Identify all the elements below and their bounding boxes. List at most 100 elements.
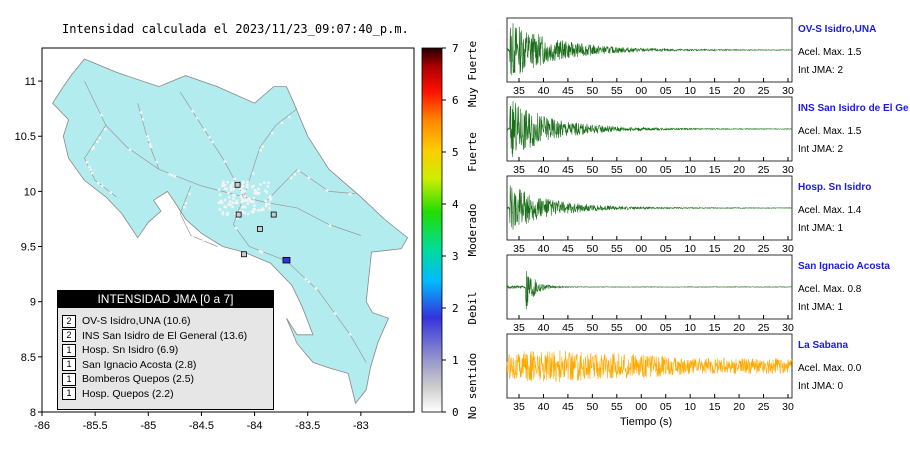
map-x-tick-label: -83.5 — [295, 420, 320, 432]
acceleration-waveform — [506, 270, 793, 310]
legend-level-box: 1 — [62, 343, 76, 357]
trace-tick-label: 40 — [538, 164, 550, 176]
trace-tick-label: 10 — [684, 85, 696, 97]
trace-jma-intensity: Int JMA: 2 — [798, 144, 844, 155]
map-y-tick-label: 9 — [30, 297, 36, 309]
colorbar-tick-label: 5 — [452, 146, 459, 159]
trace-tick-label: 20 — [733, 243, 745, 255]
trace-tick-label: 15 — [709, 401, 721, 413]
trace-tick-label: 35 — [513, 85, 525, 97]
acceleration-waveform — [506, 101, 793, 158]
station-dots — [85, 109, 352, 336]
trace-tick-label: 50 — [587, 85, 599, 97]
trace-tick-label: 55 — [611, 85, 623, 97]
trace-tick-label: 05 — [660, 401, 672, 413]
trace-panel: 35 40 45 50 55 00 05 10 15 20 25 30 — [506, 175, 794, 255]
station-marker — [256, 225, 263, 232]
trace-tick-label: 55 — [611, 164, 623, 176]
trace-acel-max: Acel. Max. 1.5 — [798, 47, 862, 58]
trace-tick-label: 35 — [513, 243, 525, 255]
trace-tick-label: 45 — [562, 85, 574, 97]
legend-level-box: 1 — [62, 372, 76, 386]
colorbar-labels: No sentido Debil Moderado Fuerte Muy Fuerte — [466, 41, 479, 419]
colorbar-tick-label: 2 — [452, 302, 459, 315]
map-y-tick-label: 10.5 — [15, 131, 36, 143]
trace-tick-label: 10 — [684, 243, 696, 255]
trace-tick-label: 05 — [660, 164, 672, 176]
legend-station-label: Hosp. Sn Isidro (6.9) — [82, 344, 179, 356]
colorbar-tick-label: 4 — [452, 198, 459, 211]
trace-tick-label: 15 — [709, 243, 721, 255]
trace-tick-label: 20 — [733, 85, 745, 97]
trace-tick-label: 50 — [587, 243, 599, 255]
colorbar-category-label: Debil — [466, 291, 479, 324]
colorbar-category-label: Moderado — [466, 204, 479, 257]
trace-tick-label: 10 — [684, 401, 696, 413]
map-x-tick-label: -86 — [34, 420, 50, 432]
trace-station-name: INS San Isidro de El Ge — [798, 103, 909, 114]
trace-tick-label: 00 — [635, 164, 647, 176]
intensity-legend: INTENSIDAD JMA [0 a 7] 2 OV-S Isidro,UNA … — [57, 290, 274, 410]
trace-tick-label: 00 — [635, 243, 647, 255]
trace-tick-label: 40 — [538, 401, 550, 413]
trace-tick-label: 40 — [538, 322, 550, 334]
trace-tick-label: 45 — [562, 401, 574, 413]
legend-row: 2 OV-S Isidro,UNA (10.6) — [58, 314, 273, 329]
trace-tick-label: 05 — [660, 322, 672, 334]
trace-tick-label: 15 — [709, 85, 721, 97]
trace-tick-label: 35 — [513, 322, 525, 334]
trace-tick-label: 20 — [733, 401, 745, 413]
trace-tick-label: 05 — [660, 85, 672, 97]
trace-tick-label: 15 — [709, 322, 721, 334]
colorbar-ticks: 0 1 2 3 4 5 6 7 — [442, 42, 459, 419]
legend-level-box: 2 — [62, 314, 76, 328]
trace-tick-label: 20 — [733, 322, 745, 334]
legend-title: INTENSIDAD JMA [0 a 7] — [58, 291, 273, 308]
trace-tick-label: 00 — [635, 322, 647, 334]
map-x-tick-label: -85.5 — [83, 420, 108, 432]
trace-tick-label: 30 — [782, 164, 794, 176]
map-y-ticks: 11 10.5 10 9.5 9 8.5 8 — [15, 76, 42, 419]
legend-level-box: 1 — [62, 358, 76, 372]
trace-tick-label: 30 — [782, 322, 794, 334]
trace-station-name: La Sabana — [798, 340, 849, 351]
trace-tick-label: 40 — [538, 243, 550, 255]
trace-tick-label: 45 — [562, 243, 574, 255]
colorbar-category-label: Muy Fuerte — [466, 41, 479, 107]
station-markers — [234, 181, 291, 264]
map-y-tick-label: 8 — [30, 407, 36, 419]
trace-station-name: Hosp. Sn Isidro — [798, 182, 872, 193]
trace-tick-label: 05 — [660, 243, 672, 255]
trace-jma-intensity: Int JMA: 2 — [798, 65, 844, 76]
trace-tick-label: 35 — [513, 164, 525, 176]
map-title: Intensidad calculada el 2023/11/23_09:07… — [62, 22, 409, 36]
trace-jma-intensity: Int JMA: 1 — [798, 302, 844, 313]
trace-tick-label: 00 — [635, 85, 647, 97]
acceleration-waveform — [506, 185, 793, 230]
map-x-tick-label: -84.5 — [189, 420, 214, 432]
trace-panel: 35 40 45 50 55 00 05 10 15 20 25 30 — [506, 254, 794, 334]
trace-tick-label: 25 — [758, 164, 770, 176]
trace-panel: 35 40 45 50 55 00 05 10 15 20 25 30 — [506, 333, 794, 413]
trace-tick-label: 55 — [611, 401, 623, 413]
legend-station-label: Hosp. Quepos (2.2) — [82, 387, 174, 400]
trace-station-name: OV-S Isidro,UNA — [798, 24, 877, 35]
trace-tick-label: 50 — [587, 322, 599, 334]
legend-row: 2 INS San Isidro de El General (13.6) — [58, 329, 273, 344]
trace-acel-max: Acel. Max. 1.5 — [798, 126, 862, 137]
station-marker — [241, 251, 247, 258]
trace-tick-label: 10 — [684, 164, 696, 176]
colorbar-gradient — [421, 47, 443, 413]
colorbar-tick-label: 0 — [452, 406, 459, 419]
legend-station-label: INS San Isidro de El General (13.6) — [82, 329, 248, 342]
map-x-tick-label: -83 — [353, 420, 369, 432]
station-marker — [282, 256, 291, 264]
acceleration-waveform — [506, 23, 793, 76]
trace-tick-label: 45 — [562, 164, 574, 176]
trace-tick-label: 50 — [587, 401, 599, 413]
costa-rica-landmass — [52, 58, 409, 405]
map-x-ticks: -86 -85.5 -85 -84.5 -84 -83.5 -83 — [34, 412, 369, 432]
trace-tick-label: 35 — [513, 401, 525, 413]
colorbar-category-label: No sentido — [466, 353, 479, 419]
